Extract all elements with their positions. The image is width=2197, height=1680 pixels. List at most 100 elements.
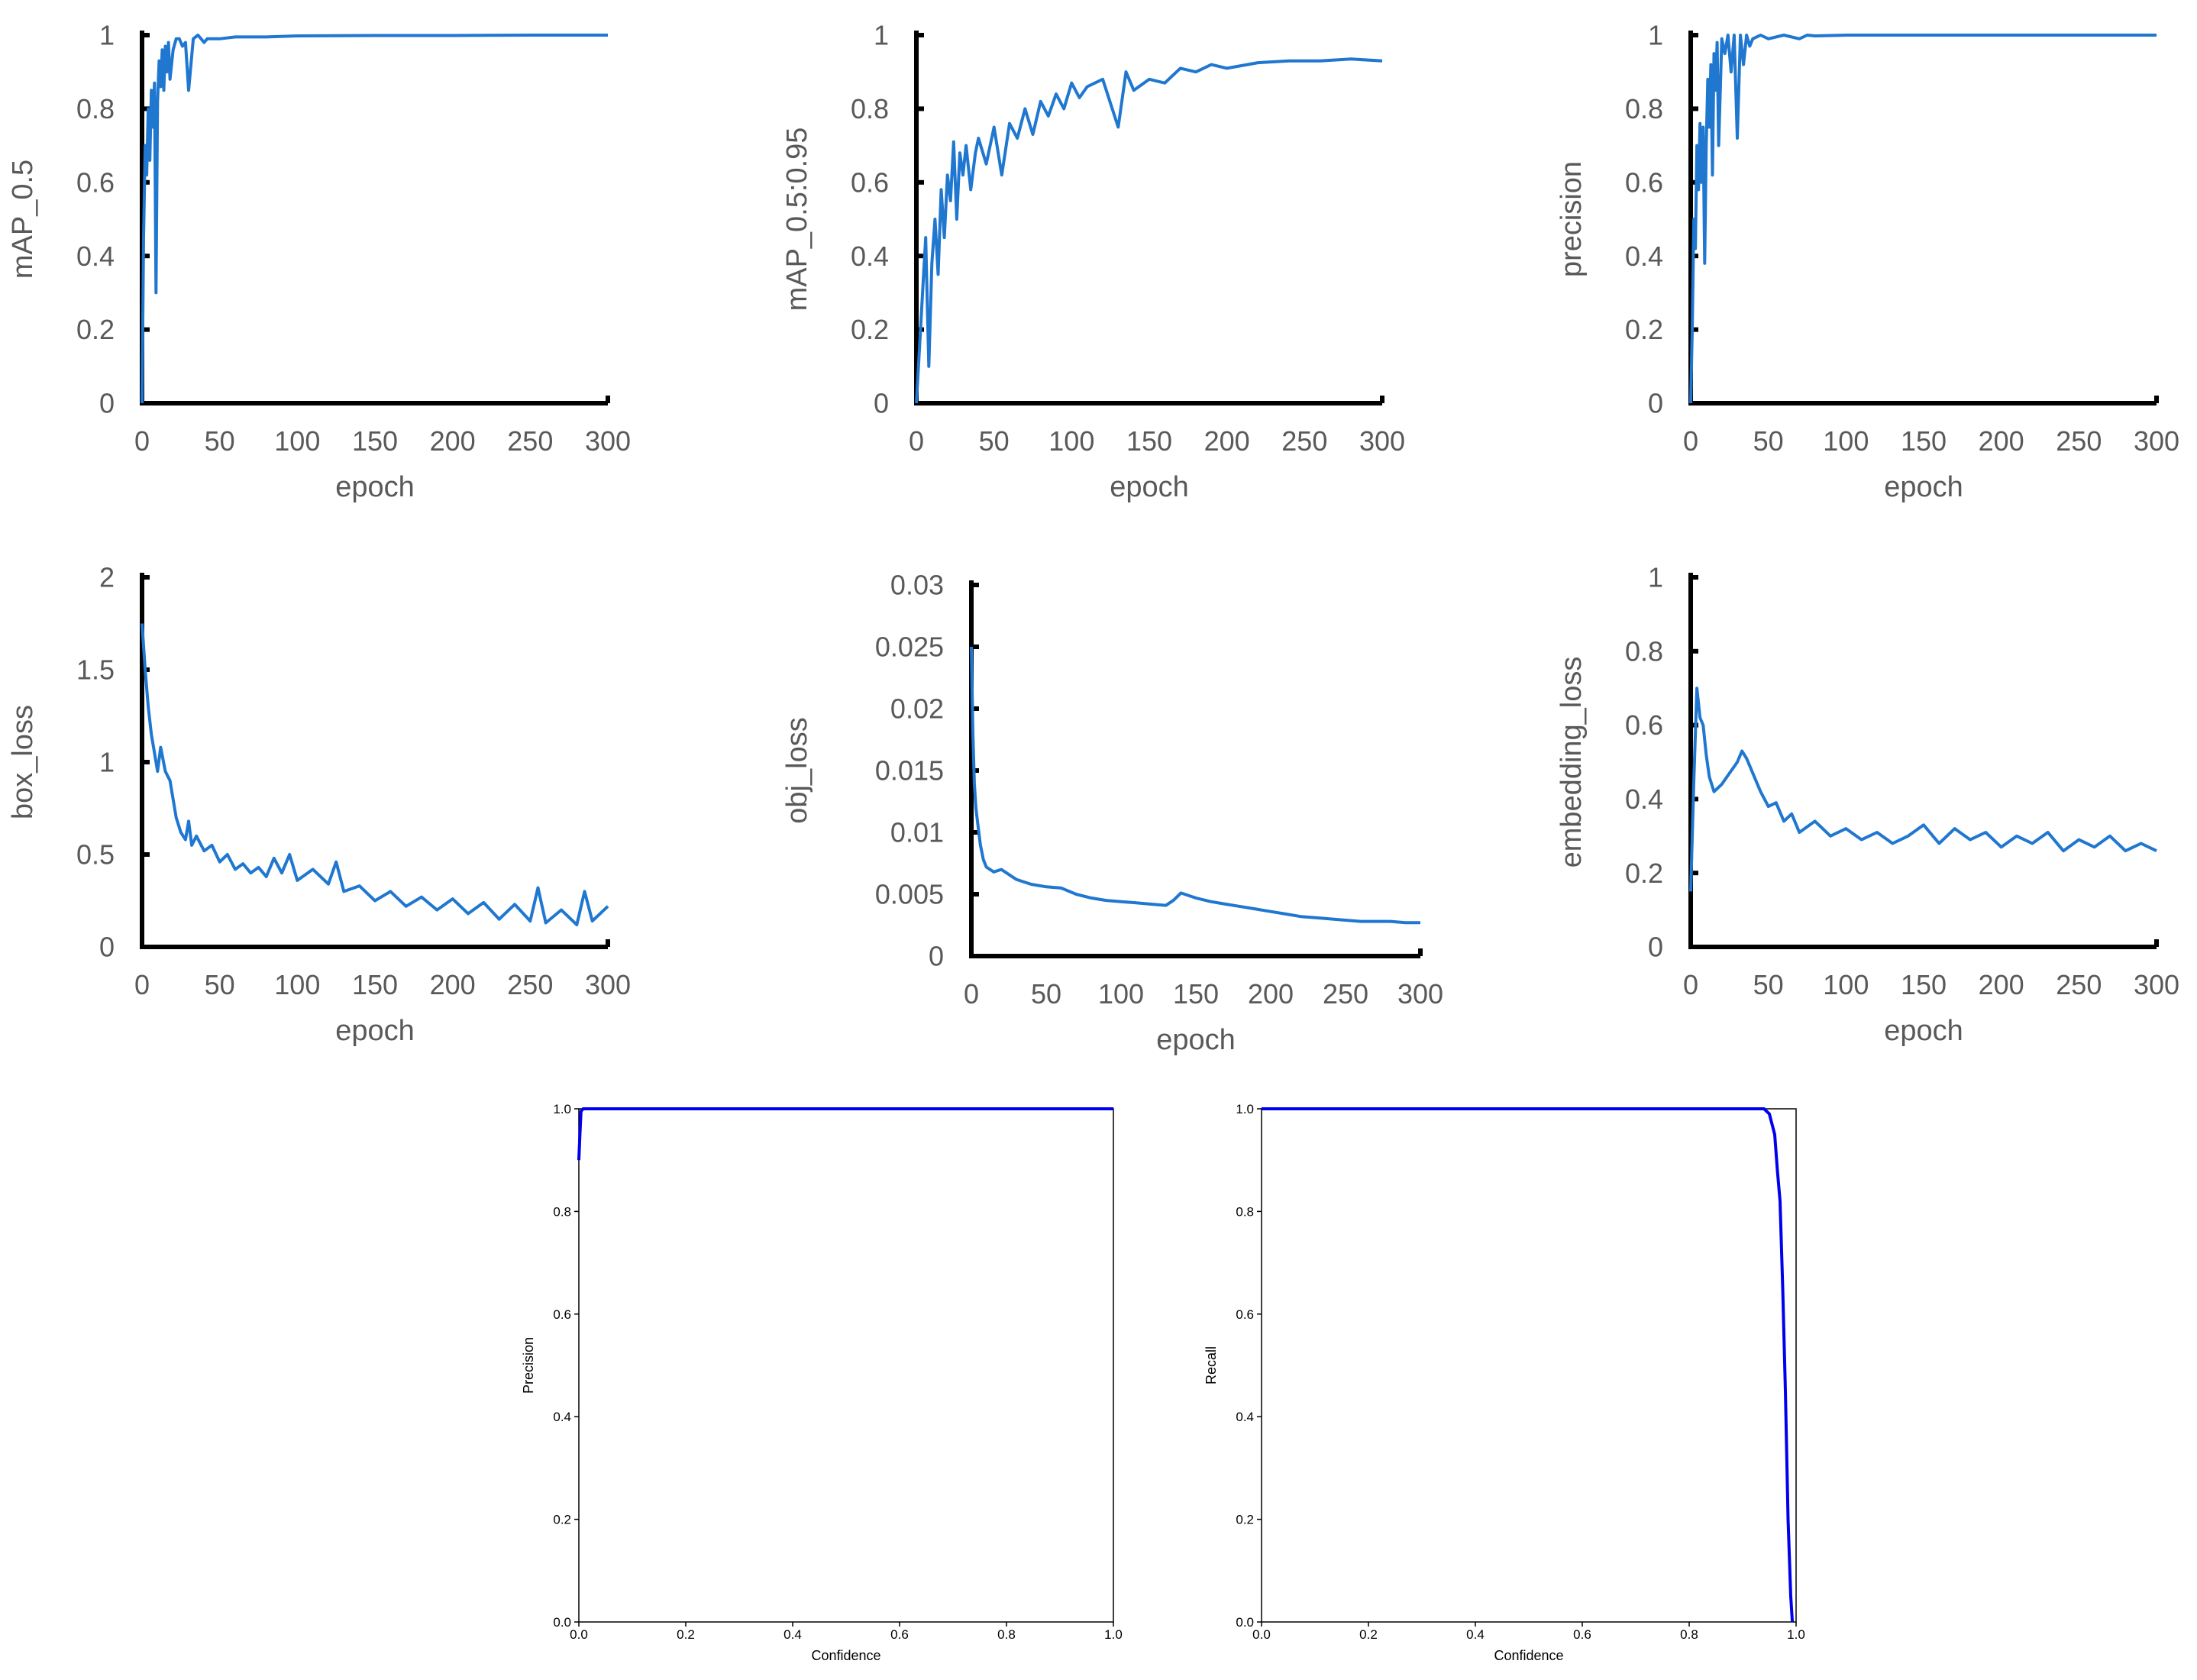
y-tick-label: 0.2 (76, 314, 115, 345)
x-tick-label: 0 (1683, 425, 1698, 457)
x-tick-label: 0 (134, 425, 150, 457)
y-tick-label: 1.5 (76, 654, 115, 686)
y-tick-label: 0.4 (553, 1410, 571, 1424)
y-axis-label: precision (1556, 161, 1588, 277)
y-axis-label: mAP_0.5:0.95 (781, 128, 813, 312)
y-tick-label: 0.03 (890, 570, 944, 601)
y-tick-label: 0.8 (76, 93, 115, 124)
chart-7: 0.0 0.2 0.4 0.6 0.8 1.0 0.0 0.2 0.4 0.6 0.8 1.0 Conf… (521, 1102, 1123, 1663)
series-line (577, 1107, 1113, 1161)
x-tick-label: 50 (1031, 978, 1061, 1010)
x-tick-label: 300 (1397, 978, 1443, 1010)
x-tick-label: 1.0 (1104, 1627, 1123, 1642)
y-tick-label: 0.01 (890, 817, 944, 848)
x-tick-label: 300 (2134, 969, 2179, 1000)
x-tick-label: 200 (1204, 425, 1250, 457)
x-axis-label: epoch (1110, 471, 1189, 503)
y-tick-label: 0 (874, 388, 889, 419)
x-tick-label: 150 (1173, 978, 1219, 1010)
series-line (970, 646, 1420, 925)
x-axis-label: epoch (335, 471, 415, 503)
y-tick-label: 0.8 (851, 93, 889, 124)
y-tick-label: 0.2 (553, 1513, 571, 1527)
y-tick-label: 0.025 (875, 632, 944, 663)
plot-frame (1261, 1108, 1797, 1623)
y-tick-label: 1 (99, 20, 115, 51)
y-tick-label: 1 (99, 747, 115, 778)
chart-5: 0 0.005 0.01 0.015 0.02 0.025 0.03 0 50 100 150 200… (781, 570, 1443, 1056)
x-tick-label: 150 (1901, 969, 1947, 1000)
chart-4: 0 0.5 1 1.5 2 0 50 100 150 200 250 300 epoch box_loss (7, 562, 631, 1047)
x-tick-label: 50 (1753, 425, 1784, 457)
x-tick-label: 50 (1753, 969, 1784, 1000)
y-tick-label: 0 (99, 388, 115, 419)
y-axis-label: obj_loss (781, 717, 813, 823)
x-tick-label: 150 (1126, 425, 1172, 457)
x-tick-label: 0.6 (890, 1627, 909, 1642)
x-tick-label: 100 (274, 425, 320, 457)
x-tick-label: 300 (585, 969, 631, 1000)
series-line (1262, 1107, 1795, 1623)
chart-2: 0 0.2 0.4 0.6 0.8 1 0 50 100 150 200 250 300 epoch mAP… (781, 20, 1405, 503)
y-tick-label: 0.6 (1625, 709, 1663, 741)
series-line (915, 57, 1383, 404)
series-line (1689, 34, 2157, 404)
x-axis-label: epoch (1884, 471, 1963, 503)
series-line (141, 34, 608, 404)
y-tick-label: 0.2 (1625, 314, 1663, 345)
y-tick-label: 0 (99, 932, 115, 963)
y-tick-label: 1 (874, 20, 889, 51)
x-tick-label: 150 (352, 425, 398, 457)
y-tick-label: 1.0 (1236, 1102, 1254, 1116)
x-tick-label: 0.4 (783, 1627, 802, 1642)
x-tick-label: 150 (352, 969, 398, 1000)
y-tick-label: 0.8 (1625, 635, 1663, 667)
x-tick-label: 100 (1823, 969, 1869, 1000)
y-tick-label: 0.6 (851, 166, 889, 198)
x-tick-label: 0.4 (1466, 1627, 1485, 1642)
x-tick-label: 0.0 (570, 1627, 588, 1642)
y-tick-label: 0.2 (1625, 858, 1663, 889)
y-tick-label: 0.0 (1236, 1615, 1254, 1630)
y-tick-label: 0.4 (1625, 241, 1663, 272)
y-tick-label: 0.4 (1236, 1410, 1254, 1424)
y-axis-label: box_loss (7, 705, 39, 819)
x-tick-label: 250 (2056, 425, 2102, 457)
series-line (141, 623, 609, 926)
x-tick-label: 300 (2134, 425, 2179, 457)
chart-1: 0 0.2 0.4 0.6 0.8 1 0 50 100 150 200 250 300 epoch mAP… (7, 20, 631, 503)
x-axis-label: Confidence (1494, 1648, 1563, 1663)
y-tick-label: 0.4 (851, 241, 889, 272)
y-tick-label: 0.2 (1236, 1513, 1254, 1527)
x-tick-label: 0.6 (1573, 1627, 1591, 1642)
x-axis-label: epoch (1156, 1024, 1236, 1056)
y-tick-label: 0.8 (1236, 1204, 1254, 1219)
x-tick-label: 200 (1979, 425, 2024, 457)
x-tick-label: 0 (964, 978, 979, 1010)
y-tick-label: 0.5 (76, 839, 115, 871)
x-tick-label: 0.2 (1359, 1627, 1378, 1642)
y-tick-label: 1 (1648, 562, 1663, 593)
y-tick-label: 0.005 (875, 879, 944, 910)
x-axis-label: epoch (1884, 1015, 1963, 1047)
x-tick-label: 200 (1979, 969, 2024, 1000)
y-axis-label: embedding_loss (1556, 657, 1588, 868)
plot-frame (578, 1108, 1114, 1623)
x-tick-label: 100 (1098, 978, 1144, 1010)
y-tick-label: 1 (1648, 20, 1663, 51)
x-axis-label: Confidence (811, 1648, 880, 1663)
y-axis-label: Precision (521, 1337, 536, 1394)
y-tick-label: 0.4 (76, 241, 115, 272)
x-tick-label: 300 (585, 425, 631, 457)
chart-8: 0.0 0.2 0.4 0.6 0.8 1.0 0.0 0.2 0.4 0.6 0.8 1.0 Conf… (1204, 1102, 1805, 1663)
x-tick-label: 0 (1683, 969, 1698, 1000)
x-tick-label: 250 (1281, 425, 1327, 457)
x-tick-label: 50 (205, 425, 235, 457)
y-tick-label: 0.8 (553, 1204, 571, 1219)
y-tick-label: 0.6 (1625, 166, 1663, 198)
x-tick-label: 0.8 (1680, 1627, 1698, 1642)
x-tick-label: 200 (430, 425, 476, 457)
y-tick-label: 0.2 (851, 314, 889, 345)
x-tick-label: 250 (1323, 978, 1368, 1010)
